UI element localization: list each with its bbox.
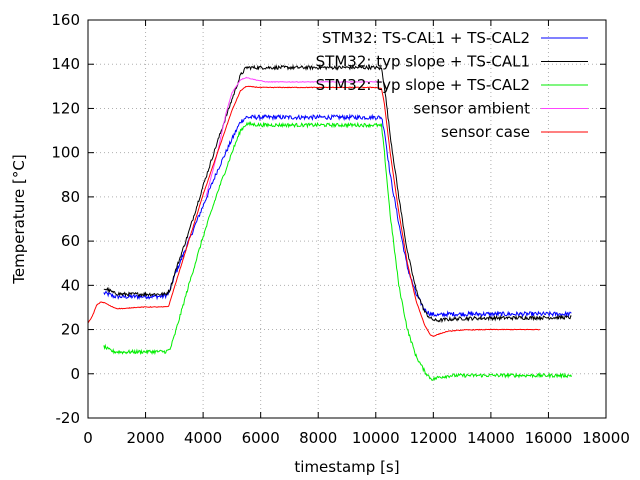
y-tick-label: 120 — [51, 99, 80, 117]
x-tick-label: 6000 — [242, 429, 280, 447]
x-tick-label: 4000 — [184, 429, 222, 447]
y-tick-label: 40 — [61, 276, 80, 294]
x-axis-label: timestamp [s] — [294, 458, 399, 476]
series-line-0 — [103, 113, 572, 319]
y-tick-label: 100 — [51, 144, 80, 162]
x-tick-label: 8000 — [299, 429, 337, 447]
y-tick-label: 60 — [61, 232, 80, 250]
legend-label: STM32: typ slope + TS-CAL2 — [316, 76, 530, 94]
series-line-2 — [103, 121, 572, 382]
legend-label: sensor case — [441, 123, 530, 141]
x-tick-label: 10000 — [352, 429, 400, 447]
legend-label: STM32: TS-CAL1 + TS-CAL2 — [322, 29, 530, 47]
series-line-3 — [205, 76, 382, 198]
legend: STM32: TS-CAL1 + TS-CAL2 STM32: typ slope… — [316, 29, 588, 141]
x-tick-label: 14000 — [467, 429, 515, 447]
legend-label: STM32: typ slope + TS-CAL1 — [316, 53, 530, 71]
y-tick-label: 80 — [61, 188, 80, 206]
y-tick-label: 160 — [51, 11, 80, 29]
legend-label: sensor ambient — [413, 100, 530, 118]
y-axis-label: Temperature [°C] — [10, 154, 28, 284]
x-tick-label: 16000 — [525, 429, 573, 447]
y-axis: -20 0 20 40 60 80 100 120 140 160 — [51, 11, 606, 427]
x-tick-label: 0 — [83, 429, 93, 447]
plot-frame — [87, 19, 607, 419]
x-tick-label: 2000 — [126, 429, 164, 447]
y-tick-label: 0 — [70, 365, 80, 383]
series-line-1 — [103, 63, 572, 324]
x-tick-label: 18000 — [582, 429, 630, 447]
x-tick-label: 12000 — [409, 429, 457, 447]
y-tick-label: -20 — [56, 409, 81, 427]
x-axis: 0 2000 4000 6000 8000 10000 12000 14000 16000 180… — [83, 20, 630, 447]
y-tick-label: 140 — [51, 55, 80, 73]
y-tick-label: 20 — [61, 321, 80, 339]
series-layer — [87, 63, 572, 382]
series-line-4 — [87, 85, 541, 338]
